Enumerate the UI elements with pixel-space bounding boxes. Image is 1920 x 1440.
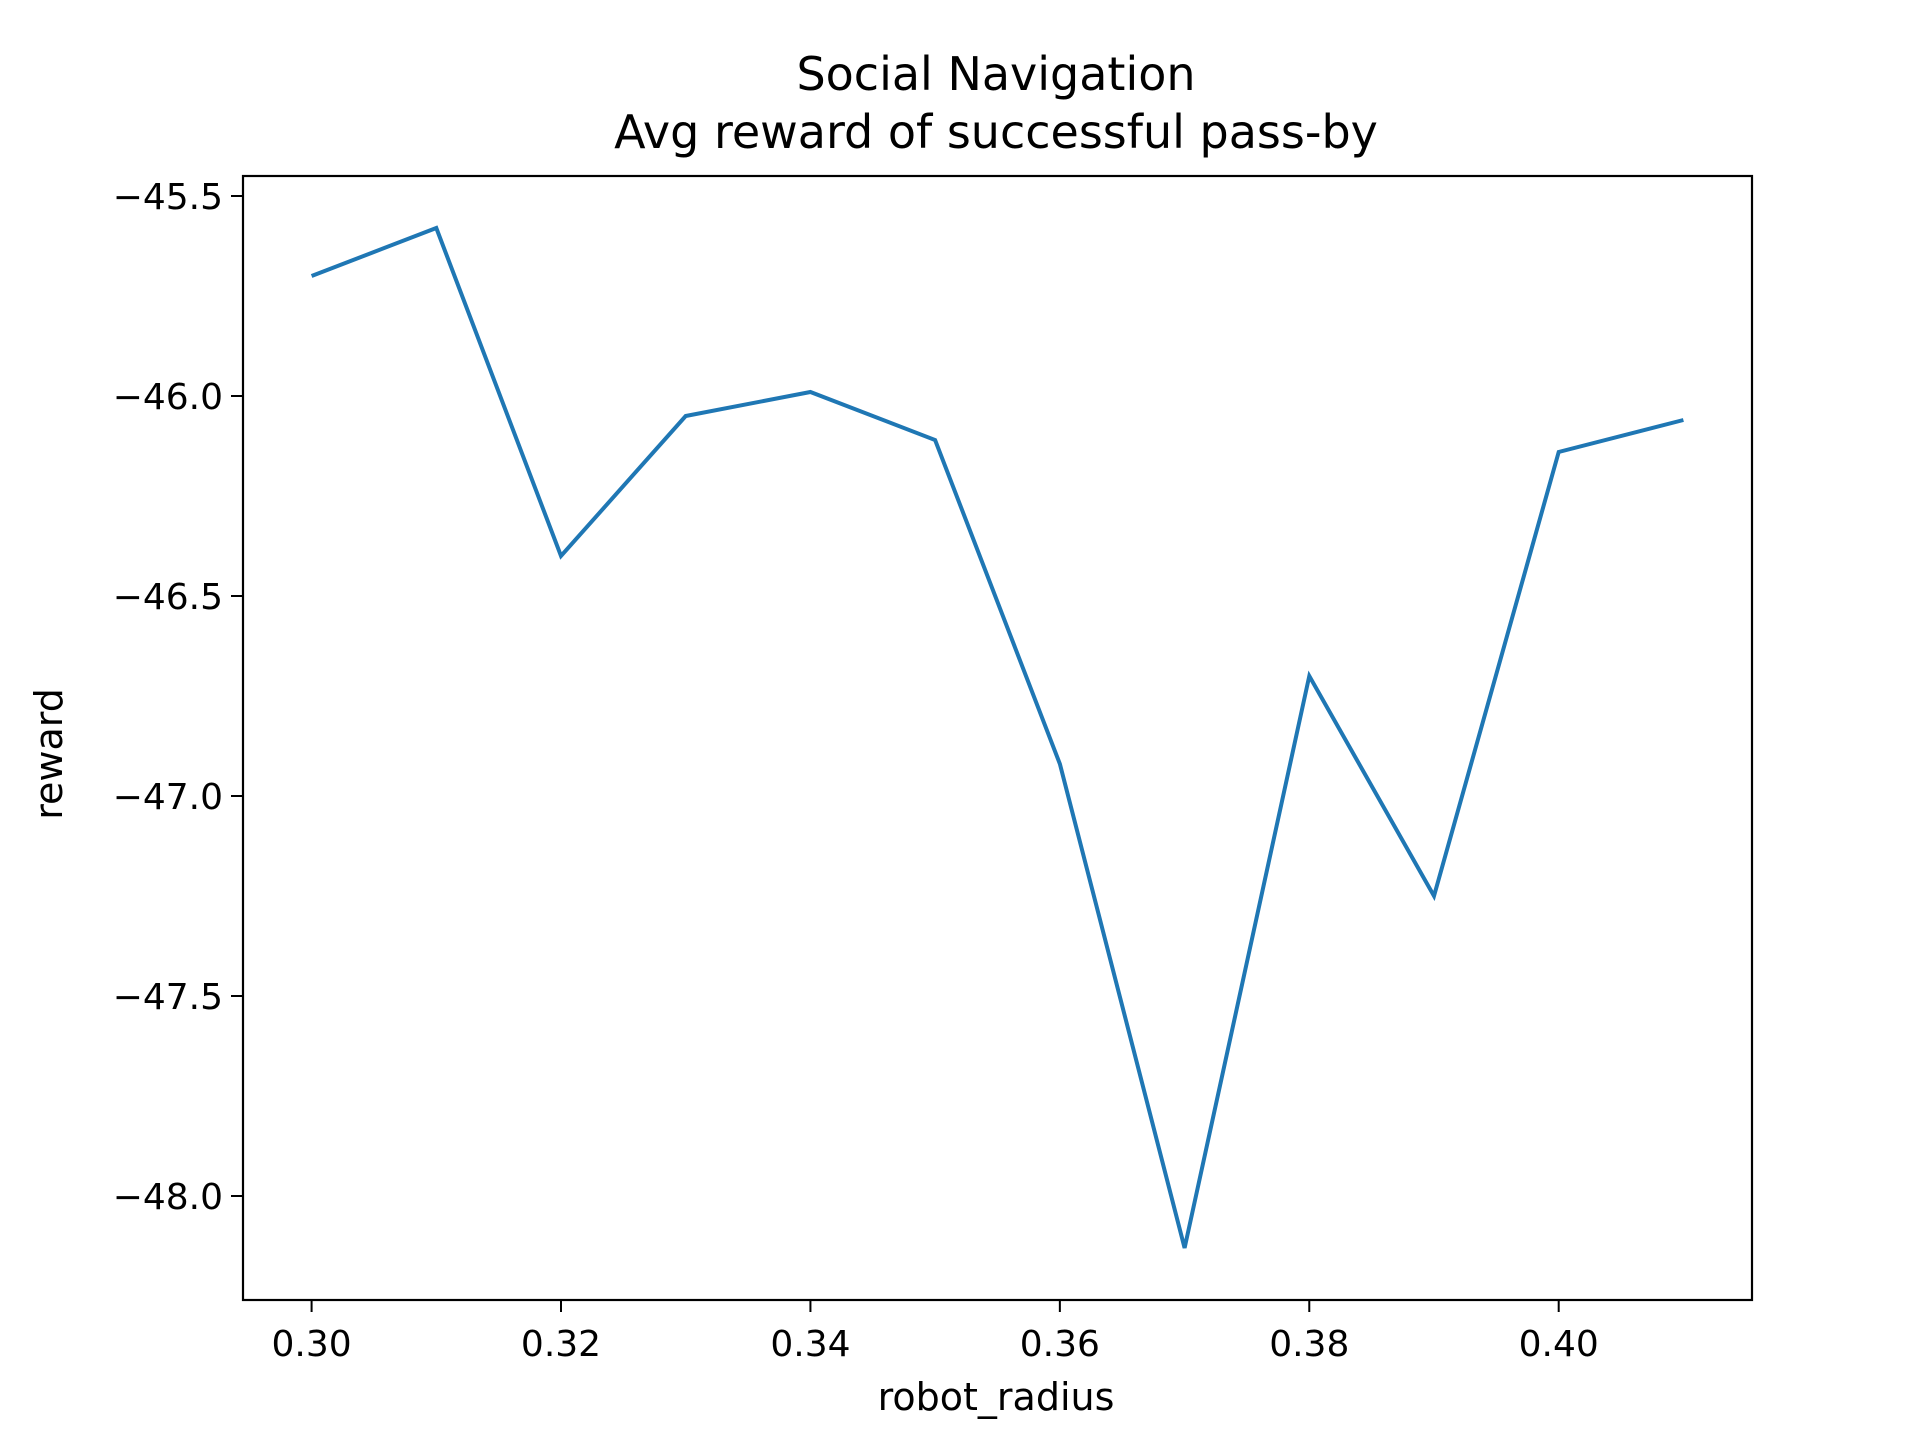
- x-axis: 0.30 0.32 0.34 0.36 0.38 0.40: [272, 1300, 1599, 1365]
- x-axis-label: robot_radius: [878, 1375, 1115, 1419]
- y-tick-label: −47.5: [113, 977, 223, 1018]
- x-tick-label: 0.40: [1519, 1324, 1599, 1365]
- x-tick-label: 0.30: [272, 1324, 352, 1365]
- x-tick-label: 0.32: [521, 1324, 601, 1365]
- y-tick-label: −45.5: [113, 177, 223, 218]
- x-tick-label: 0.36: [1020, 1324, 1100, 1365]
- y-tick-label: −46.0: [113, 377, 223, 418]
- y-axis: −45.5 −46.0 −46.5 −47.0 −47.5 −48.0: [113, 177, 243, 1218]
- series-line: [310, 225, 1684, 1249]
- chart-title: Social Navigation: [796, 47, 1195, 101]
- x-tick-label: 0.38: [1269, 1324, 1349, 1365]
- y-tick-label: −48.0: [113, 1177, 223, 1218]
- plot-frame: [241, 174, 1754, 1302]
- y-axis-label: reward: [27, 688, 71, 820]
- y-tick-label: −47.0: [113, 777, 223, 818]
- x-tick-label: 0.34: [770, 1324, 850, 1365]
- y-tick-label: −46.5: [113, 577, 223, 618]
- series-layer: [310, 225, 1684, 1249]
- plot-area: [241, 174, 1754, 1302]
- chart-subtitle: Avg reward of successful pass-by: [614, 105, 1378, 159]
